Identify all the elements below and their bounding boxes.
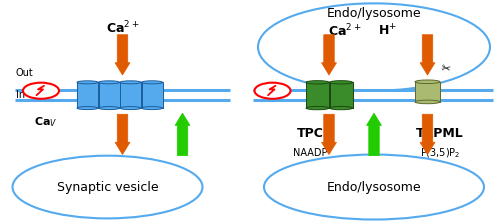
Text: P(3,5)P$_2$: P(3,5)P$_2$	[420, 147, 461, 160]
Text: Synaptic vesicle: Synaptic vesicle	[56, 181, 158, 194]
Text: Ca$_V$: Ca$_V$	[34, 115, 58, 129]
Ellipse shape	[120, 81, 141, 84]
Bar	[120, 82, 141, 108]
Ellipse shape	[415, 80, 440, 84]
Text: Ca$^{2+}$: Ca$^{2+}$	[328, 23, 362, 40]
Text: Endo/lysosome: Endo/lysosome	[326, 7, 422, 20]
Bar	[77, 82, 98, 108]
Bar	[98, 82, 119, 108]
Text: ✂: ✂	[440, 64, 450, 75]
FancyArrow shape	[115, 35, 130, 75]
Text: NAADP: NAADP	[293, 149, 327, 158]
Text: Out: Out	[16, 68, 34, 78]
Ellipse shape	[258, 3, 490, 91]
FancyArrow shape	[420, 114, 435, 155]
Ellipse shape	[142, 107, 163, 110]
Ellipse shape	[77, 81, 98, 84]
Text: In: In	[16, 90, 25, 100]
FancyArrow shape	[175, 113, 190, 156]
FancyArrow shape	[366, 113, 382, 156]
Ellipse shape	[142, 81, 163, 84]
Text: Ca$^{2+}$: Ca$^{2+}$	[106, 20, 139, 36]
Ellipse shape	[98, 107, 119, 110]
Bar	[306, 82, 329, 108]
Bar	[142, 82, 163, 108]
Bar	[330, 82, 352, 108]
Text: Endo/lysosome: Endo/lysosome	[326, 181, 422, 194]
Ellipse shape	[12, 156, 202, 218]
Bar	[415, 82, 440, 102]
FancyArrow shape	[115, 114, 130, 155]
Ellipse shape	[77, 107, 98, 110]
Circle shape	[23, 83, 59, 99]
Ellipse shape	[306, 81, 329, 84]
Text: H$^{+}$: H$^{+}$	[378, 24, 397, 39]
FancyArrow shape	[420, 35, 435, 75]
Ellipse shape	[98, 81, 119, 84]
Ellipse shape	[120, 107, 141, 110]
Ellipse shape	[415, 100, 440, 104]
Text: TRPML: TRPML	[416, 127, 464, 140]
Ellipse shape	[330, 106, 352, 110]
Ellipse shape	[330, 81, 352, 84]
FancyArrow shape	[322, 35, 336, 75]
FancyArrow shape	[322, 114, 336, 155]
Ellipse shape	[264, 155, 484, 220]
Circle shape	[254, 83, 290, 99]
Text: TPC: TPC	[296, 127, 324, 140]
Ellipse shape	[306, 106, 329, 110]
